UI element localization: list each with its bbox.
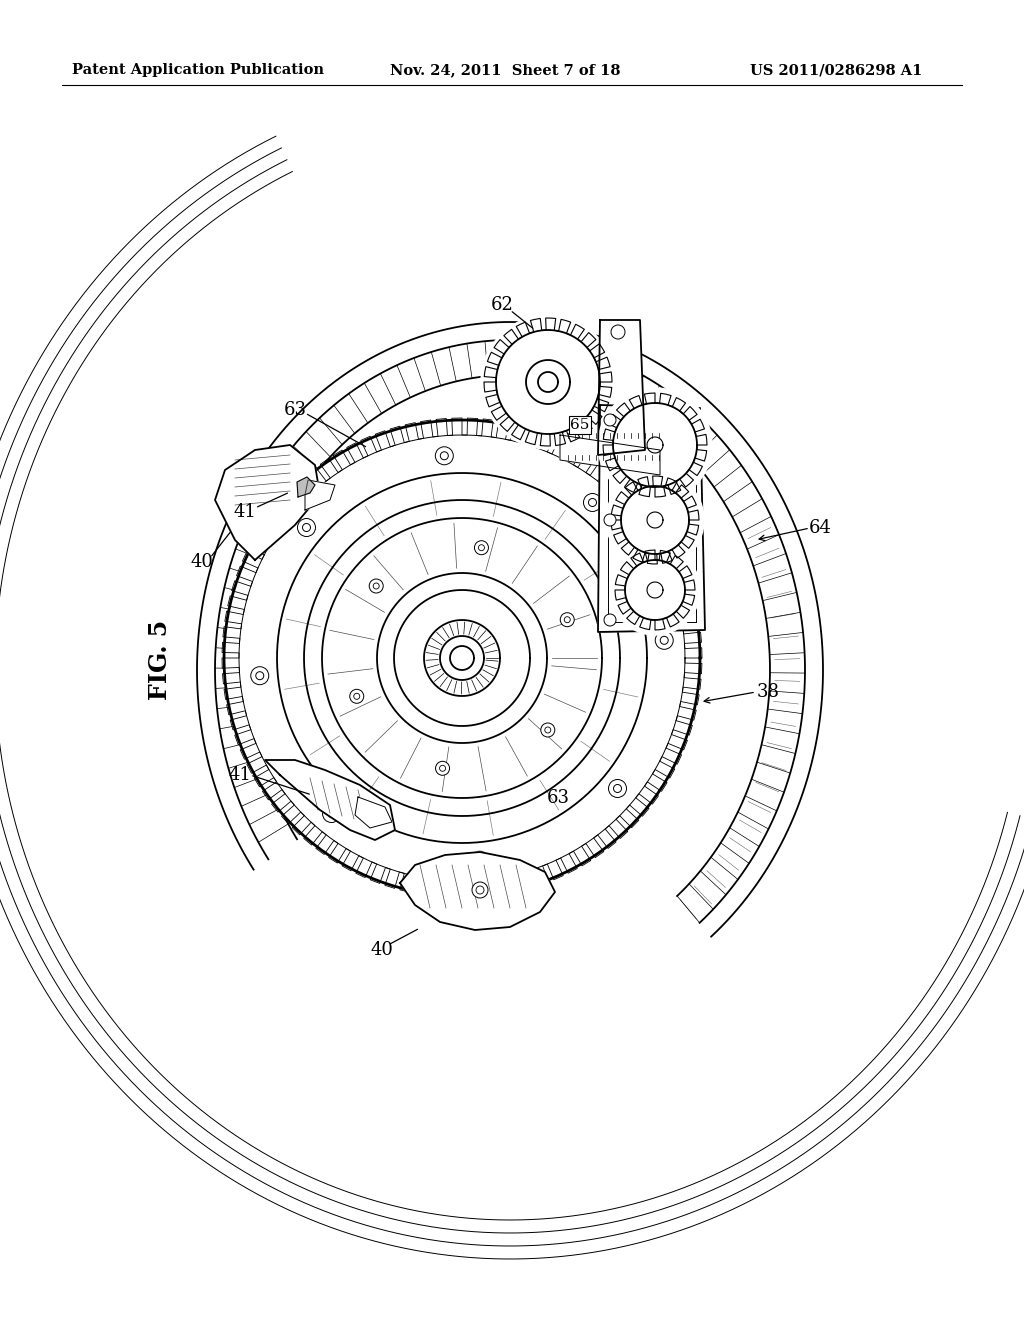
Polygon shape bbox=[265, 760, 395, 840]
Text: 62: 62 bbox=[490, 296, 513, 314]
Circle shape bbox=[224, 420, 700, 896]
Circle shape bbox=[604, 414, 616, 426]
Text: 64: 64 bbox=[809, 519, 831, 537]
Text: 41: 41 bbox=[228, 766, 252, 784]
Circle shape bbox=[481, 315, 615, 449]
Circle shape bbox=[604, 614, 616, 626]
Text: 41: 41 bbox=[233, 503, 256, 521]
Circle shape bbox=[584, 494, 601, 511]
Text: 40: 40 bbox=[371, 941, 393, 960]
Polygon shape bbox=[560, 436, 660, 475]
Circle shape bbox=[608, 780, 627, 797]
Circle shape bbox=[471, 851, 488, 870]
Polygon shape bbox=[355, 797, 392, 828]
Polygon shape bbox=[598, 405, 705, 632]
Polygon shape bbox=[305, 480, 335, 510]
Circle shape bbox=[611, 325, 625, 339]
Circle shape bbox=[474, 541, 488, 554]
Text: Nov. 24, 2011  Sheet 7 of 18: Nov. 24, 2011 Sheet 7 of 18 bbox=[390, 63, 621, 77]
Circle shape bbox=[606, 471, 705, 569]
Circle shape bbox=[541, 723, 555, 737]
Text: Patent Application Publication: Patent Application Publication bbox=[72, 63, 324, 77]
Circle shape bbox=[251, 667, 268, 685]
Polygon shape bbox=[400, 851, 555, 931]
Polygon shape bbox=[297, 477, 315, 498]
Polygon shape bbox=[215, 445, 319, 560]
Text: 40: 40 bbox=[190, 553, 213, 572]
Polygon shape bbox=[598, 319, 645, 455]
Circle shape bbox=[610, 545, 700, 635]
Text: 63: 63 bbox=[284, 401, 306, 418]
Circle shape bbox=[604, 513, 616, 525]
Text: 65: 65 bbox=[570, 418, 590, 432]
Circle shape bbox=[655, 631, 673, 649]
Circle shape bbox=[350, 689, 364, 704]
Circle shape bbox=[435, 446, 454, 465]
Circle shape bbox=[370, 579, 383, 593]
Text: FIG. 5: FIG. 5 bbox=[148, 620, 172, 700]
Circle shape bbox=[323, 804, 341, 822]
Circle shape bbox=[435, 762, 450, 775]
Circle shape bbox=[472, 882, 488, 898]
Text: US 2011/0286298 A1: US 2011/0286298 A1 bbox=[750, 63, 923, 77]
Circle shape bbox=[560, 612, 574, 627]
Text: 38: 38 bbox=[757, 682, 779, 701]
Circle shape bbox=[298, 519, 315, 536]
Circle shape bbox=[598, 388, 712, 502]
Text: 63: 63 bbox=[547, 789, 569, 807]
